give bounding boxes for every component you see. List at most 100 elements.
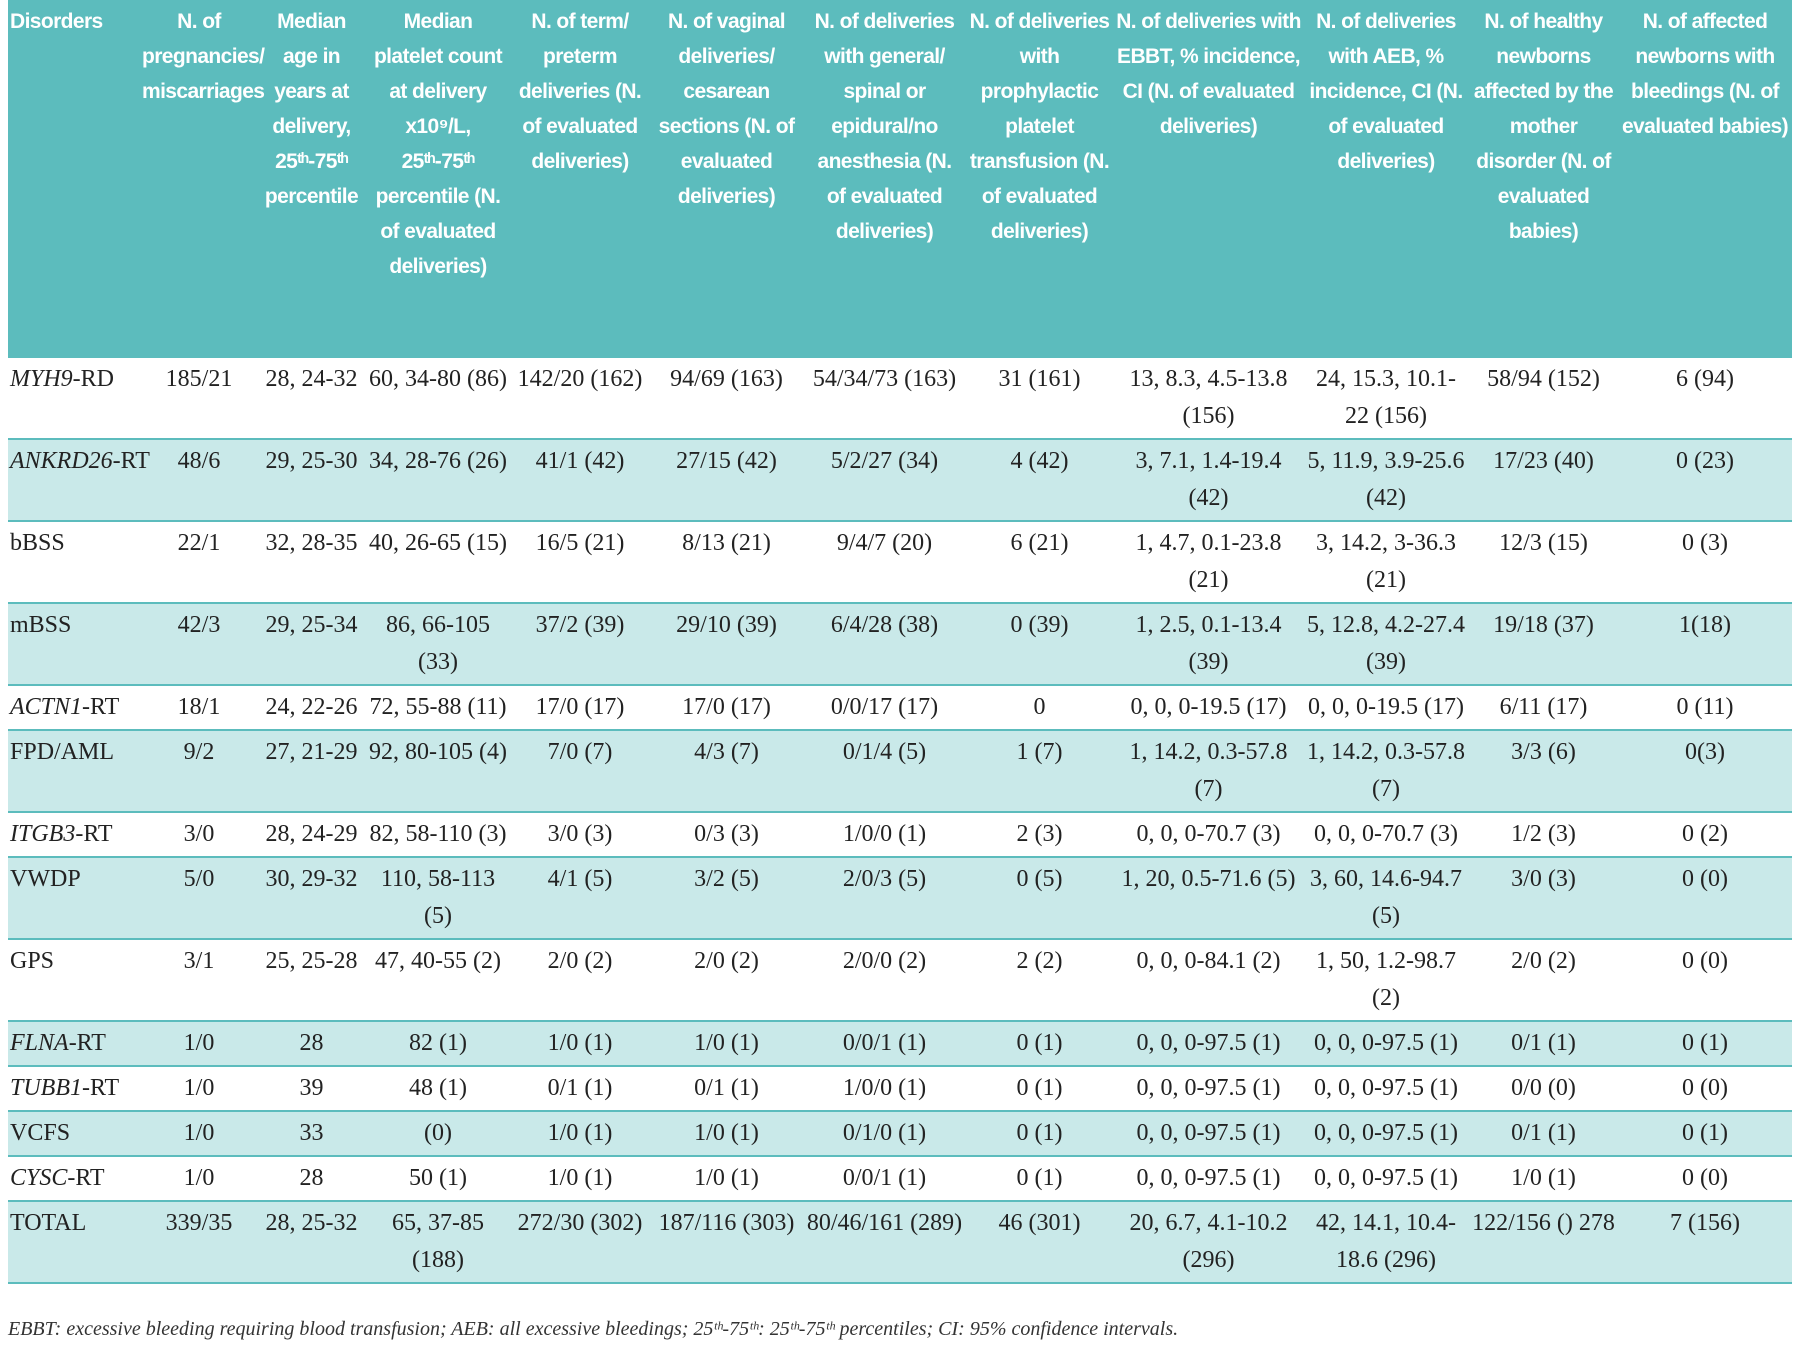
- data-cell: 2 (3): [965, 812, 1114, 858]
- row-label: GPS: [8, 939, 140, 1022]
- row-label: VWDP: [8, 857, 140, 940]
- table-row: ITGB3-RT 3/0 28, 24-29 82, 58-110 (3) 3/0 (3…: [8, 812, 1792, 858]
- gene-name: TUBB1: [10, 1075, 82, 1101]
- footnote: EBBT: excessive bleeding requiring blood…: [8, 1318, 1179, 1340]
- data-cell: 82 (1): [365, 1021, 511, 1067]
- table-row: ACTN1-RT 18/1 24, 22-26 72, 55-88 (11) 17/0 …: [8, 685, 1792, 731]
- data-cell: 1/0: [140, 1156, 258, 1202]
- row-label: VCFS: [8, 1111, 140, 1157]
- data-cell: 1, 4.7, 0.1-23.8 (21): [1114, 521, 1303, 604]
- data-cell: 5/2/27 (34): [804, 439, 965, 522]
- row-label: FLNA-RT: [8, 1021, 140, 1067]
- data-cell: 0 (0): [1618, 939, 1792, 1022]
- data-cell: 2/0/3 (5): [804, 857, 965, 940]
- header-cell: N. of vaginal deliveries/ cesarean secti…: [649, 0, 804, 358]
- data-cell: 18/1: [140, 685, 258, 731]
- row-label: MYH9-RD: [8, 358, 140, 440]
- data-cell: 0/0/1 (1): [804, 1021, 965, 1067]
- row-label: ANKRD26-RT: [8, 439, 150, 522]
- row-label: TOTAL: [8, 1201, 140, 1284]
- data-cell: 29/10 (39): [649, 603, 804, 686]
- data-cell: 3/0 (3): [1469, 857, 1618, 940]
- data-cell: 1(18): [1618, 603, 1792, 686]
- data-cell: 3/2 (5): [649, 857, 804, 940]
- data-cell: 1/0/0 (1): [804, 812, 965, 858]
- data-cell: 4 (42): [965, 439, 1114, 522]
- data-cell: 187/116 (303): [649, 1201, 804, 1284]
- data-cell: 4/3 (7): [649, 730, 804, 813]
- table-body: MYH9-RD 185/21 28, 24-32 60, 34-80 (86) 142/…: [8, 358, 1792, 1284]
- data-cell: 41/1 (42): [511, 439, 649, 522]
- header-cell: N. of pregnancies/ miscarriages: [140, 0, 265, 358]
- data-cell: 142/20 (162): [511, 358, 649, 440]
- data-cell: 29, 25-30: [258, 439, 365, 522]
- data-cell: 0 (0): [1618, 857, 1792, 940]
- data-cell: 6 (21): [965, 521, 1114, 604]
- data-cell: 48 (1): [365, 1066, 511, 1112]
- header-cell: N. of deliveries with general/ spinal or…: [804, 0, 965, 358]
- header-cell: Median age in years at delivery, 25ᵗʰ-75…: [258, 0, 365, 358]
- data-cell: 1, 14.2, 0.3-57.8 (7): [1303, 730, 1469, 813]
- data-cell: 3/3 (6): [1469, 730, 1618, 813]
- row-label: CYSC-RT: [8, 1156, 140, 1202]
- data-cell: 0 (1): [965, 1066, 1114, 1112]
- table-row: mBSS 42/3 29, 25-34 86, 66-105 (33) 37/2 (39…: [8, 603, 1792, 686]
- header-cell: Median platelet count at delivery x10⁹/L…: [365, 0, 511, 358]
- data-cell: 40, 26-65 (15): [365, 521, 511, 604]
- data-cell: 3/0 (3): [511, 812, 649, 858]
- data-cell: 16/5 (21): [511, 521, 649, 604]
- data-cell: 0 (0): [1618, 1156, 1792, 1202]
- gene-name: FLNA: [10, 1030, 69, 1056]
- data-cell: 0, 0, 0-70.7 (3): [1114, 812, 1303, 858]
- table-row: CYSC-RT 1/0 28 50 (1) 1/0 (1) 1/0 (1) 0/0/1 (1…: [8, 1156, 1792, 1202]
- data-cell: 2/0 (2): [649, 939, 804, 1022]
- data-cell: 5/0: [140, 857, 258, 940]
- data-cell: 0, 0, 0-97.5 (1): [1303, 1021, 1469, 1067]
- data-cell: 34, 28-76 (26): [365, 439, 511, 522]
- data-cell: 0, 0, 0-97.5 (1): [1303, 1156, 1469, 1202]
- data-cell: 0, 0, 0-97.5 (1): [1114, 1156, 1303, 1202]
- table-row: ANKRD26-RT 48/6 29, 25-30 34, 28-76 (26) 41/…: [8, 439, 1792, 522]
- data-cell: 6/4/28 (38): [804, 603, 965, 686]
- data-cell: 17/23 (40): [1469, 439, 1618, 522]
- gene-name: MYH9: [10, 366, 73, 392]
- data-cell: 28, 25-32: [258, 1201, 365, 1284]
- gene-suffix: -RT: [82, 1075, 120, 1101]
- data-cell: 22/1: [140, 521, 258, 604]
- data-cell: 50 (1): [365, 1156, 511, 1202]
- data-cell: 1, 50, 1.2-98.7 (2): [1303, 939, 1469, 1022]
- data-cell: 0, 0, 0-19.5 (17): [1114, 685, 1303, 731]
- data-cell: 0/3 (3): [649, 812, 804, 858]
- gene-name: ANKRD26: [10, 448, 113, 474]
- data-cell: 82, 58-110 (3): [365, 812, 511, 858]
- table-row: GPS 3/1 25, 25-28 47, 40-55 (2) 2/0 (2) 2/0 (…: [8, 939, 1792, 1022]
- gene-suffix: -RT: [67, 1165, 105, 1191]
- data-cell: 7/0 (7): [511, 730, 649, 813]
- data-cell: 9/2: [140, 730, 258, 813]
- header-row: Disorders N. of pregnancies/ miscarriages…: [8, 0, 1792, 358]
- gene-name: CYSC: [10, 1165, 68, 1191]
- data-cell: 46 (301): [965, 1201, 1114, 1284]
- data-cell: 1/0 (1): [649, 1021, 804, 1067]
- header-cell: N. of healthy newborns affected by the m…: [1469, 0, 1618, 358]
- data-cell: 24, 15.3, 10.1-22 (156): [1303, 358, 1469, 440]
- data-cell: 92, 80-105 (4): [365, 730, 511, 813]
- data-cell: (0): [365, 1111, 511, 1157]
- data-cell: 28: [258, 1156, 365, 1202]
- data-cell: 1/0 (1): [1469, 1156, 1618, 1202]
- data-cell: 0(3): [1618, 730, 1792, 813]
- data-cell: 0 (1): [965, 1156, 1114, 1202]
- data-cell: 2/0/0 (2): [804, 939, 965, 1022]
- data-cell: 28: [258, 1021, 365, 1067]
- table-row: TUBB1-RT 1/0 39 48 (1) 0/1 (1) 0/1 (1) 1/0/0 (…: [8, 1066, 1792, 1112]
- data-cell: 1, 14.2, 0.3-57.8 (7): [1114, 730, 1303, 813]
- data-cell: 60, 34-80 (86): [365, 358, 511, 440]
- table-row: MYH9-RD 185/21 28, 24-32 60, 34-80 (86) 142/…: [8, 358, 1792, 440]
- data-cell: 0, 0, 0-97.5 (1): [1114, 1021, 1303, 1067]
- data-cell: 185/21: [140, 358, 258, 440]
- data-cell: 0, 0, 0-70.7 (3): [1303, 812, 1469, 858]
- data-cell: 58/94 (152): [1469, 358, 1618, 440]
- data-cell: 1/0: [140, 1111, 258, 1157]
- table-row: bBSS 22/1 32, 28-35 40, 26-65 (15) 16/5 (21)…: [8, 521, 1792, 604]
